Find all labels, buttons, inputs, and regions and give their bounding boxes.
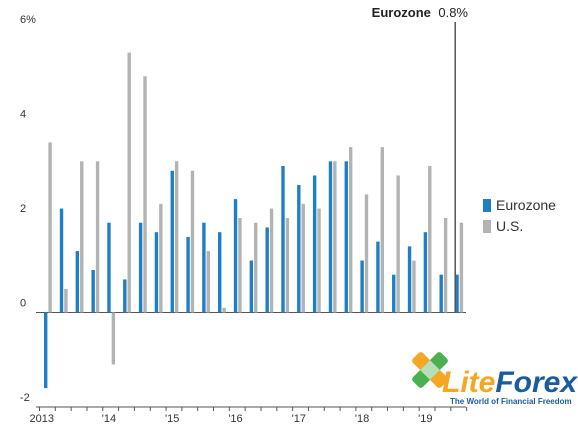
annotation-series-name: Eurozone [372, 5, 431, 20]
bar-us [396, 175, 400, 313]
bar-eurozone [44, 312, 48, 389]
bar-eurozone [360, 260, 364, 313]
y-tick-label: -2 [20, 392, 30, 404]
bars [44, 52, 464, 389]
bar-us [111, 312, 116, 365]
bar-eurozone [297, 184, 301, 313]
annotation-value: 0.8% [438, 5, 468, 20]
annotation-label: Eurozone 0.8% [372, 4, 469, 21]
bar-eurozone [265, 227, 269, 313]
bar-eurozone [107, 222, 111, 313]
bar-us [143, 76, 147, 313]
y-axis: 6% 4 2 0 -2 [20, 14, 36, 404]
legend-label-eurozone: Eurozone [496, 197, 556, 213]
bar-us [443, 218, 448, 313]
bar-eurozone [249, 260, 254, 313]
bar-eurozone [233, 199, 238, 313]
bar-us [364, 194, 369, 313]
bar-eurozone [138, 222, 143, 313]
bar-us [159, 203, 163, 313]
bar-eurozone [154, 232, 159, 313]
bar-eurozone [344, 161, 348, 313]
x-tick-label: '19 [418, 413, 432, 425]
y-tick-label: 6% [20, 14, 36, 26]
legend: Eurozone U.S. [483, 197, 556, 234]
bar-us [190, 170, 195, 313]
bar-eurozone [91, 269, 95, 313]
bar-eurozone [392, 274, 396, 313]
bar-us [127, 52, 131, 313]
logo-brand-part2: Forex [495, 366, 578, 399]
bar-eurozone [59, 208, 64, 313]
bar-us [206, 251, 210, 313]
bar-eurozone [328, 161, 333, 313]
y-tick-label: 0 [20, 298, 26, 310]
logo-brand-text: LiteForex [442, 366, 578, 399]
bar-eurozone [186, 236, 190, 313]
legend-label-us: U.S. [496, 218, 523, 234]
bar-us [333, 161, 337, 313]
bar-us [459, 222, 464, 313]
bar-us [412, 260, 416, 313]
bar-us [285, 218, 290, 313]
bar-us [64, 288, 68, 313]
bar-us [254, 222, 258, 313]
x-tick-label: '15 [165, 413, 179, 425]
bar-eurozone [423, 232, 428, 313]
bar-eurozone [202, 222, 206, 313]
liteforex-logo: LiteForex The World of Financial Freedom [412, 352, 578, 406]
bar-us [238, 218, 242, 313]
logo-tagline: The World of Financial Freedom [450, 397, 572, 406]
legend-swatch-us [483, 220, 491, 233]
bar-eurozone [455, 274, 459, 313]
bar-eurozone [376, 241, 380, 313]
legend-swatch-eurozone [483, 199, 491, 212]
bar-us [428, 166, 432, 313]
bar-eurozone [75, 251, 80, 313]
x-tick-label: '16 [228, 413, 242, 425]
y-tick-label: 2 [20, 203, 26, 215]
bar-eurozone [281, 166, 285, 313]
bar-us [95, 161, 100, 313]
bar-eurozone [312, 175, 317, 313]
bar-us [48, 142, 52, 313]
x-tick-label: '17 [292, 413, 306, 425]
bar-eurozone [407, 246, 412, 313]
x-tick-label: 2013 [30, 413, 54, 425]
x-tick-label: '14 [102, 413, 116, 425]
bar-eurozone [218, 232, 222, 313]
bar-us [222, 307, 226, 313]
bar-us [380, 147, 385, 313]
y-tick-label: 4 [20, 109, 26, 121]
bar-eurozone [170, 170, 174, 313]
bar-eurozone [123, 279, 127, 313]
bar-eurozone [439, 274, 443, 313]
logo-emblem-icon [412, 352, 448, 388]
logo-brand-part1: Lite [442, 366, 495, 399]
x-axis: 2013 '14 '15 '16 '17 '18 '19 [30, 407, 468, 425]
x-tick-label: '18 [355, 413, 369, 425]
bar-us [348, 147, 353, 313]
bar-us [80, 161, 84, 313]
bar-us [174, 161, 179, 313]
bar-us [317, 208, 321, 313]
bar-us [269, 208, 274, 313]
bar-us [301, 203, 305, 313]
